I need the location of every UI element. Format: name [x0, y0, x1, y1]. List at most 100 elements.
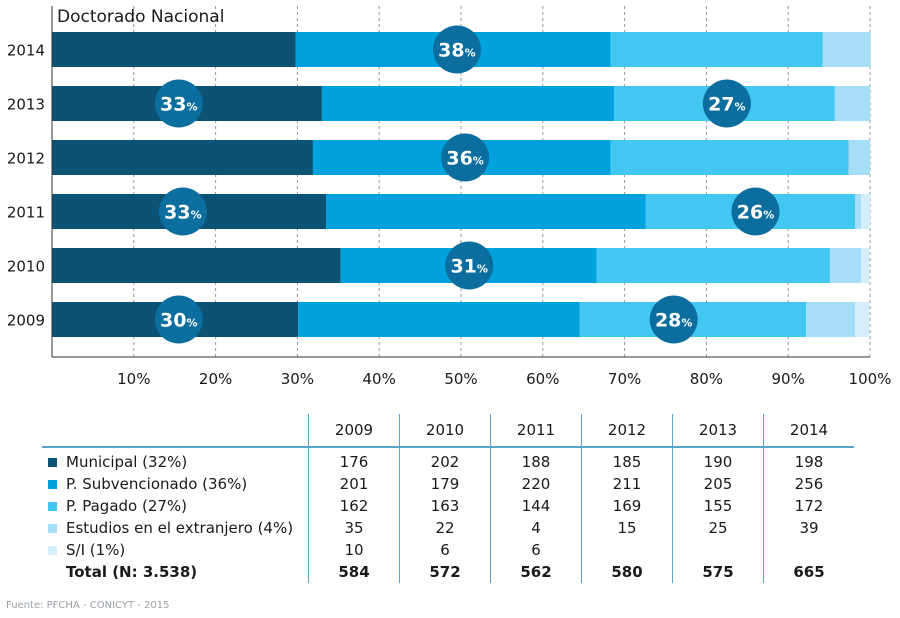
table-header-blank: [42, 414, 309, 448]
badge-circle: [445, 241, 494, 290]
badge-label: 30%: [160, 310, 197, 332]
legend-label: P. Subvencionado (36%): [66, 475, 248, 493]
bar-segment: [822, 32, 871, 67]
table-row-label: Municipal (32%): [42, 447, 309, 473]
table-header-year: 2011: [490, 414, 582, 448]
table-cell: 162: [308, 495, 400, 517]
badge-label: 33%: [164, 202, 201, 224]
table-cell: 22: [399, 517, 491, 539]
value-badge: 27%: [702, 79, 751, 128]
table-row: S/I (1%) 10 6 6: [42, 539, 854, 561]
table-cell: 202: [399, 447, 491, 473]
source-note: Fuente: PFCHA - CONICYT - 2015: [6, 600, 170, 611]
bar-segment: [52, 140, 313, 175]
table-cell: [763, 539, 854, 561]
table-cell: 190: [672, 447, 764, 473]
legend-swatch: [48, 524, 57, 533]
x-tick-label: 50%: [444, 370, 477, 388]
table-cell: 39: [763, 517, 854, 539]
legend-label: S/I (1%): [66, 541, 126, 559]
bar-segment: [855, 302, 870, 337]
table-total-cell: 575: [672, 561, 764, 583]
table-cell: 185: [581, 447, 673, 473]
bar-segment: [610, 140, 849, 175]
table-cell: 188: [490, 447, 582, 473]
y-tick-label: 2009: [7, 312, 45, 330]
table-cell: [672, 539, 764, 561]
table-cell: 201: [308, 473, 400, 495]
x-tick-label: 30%: [281, 370, 314, 388]
badge-circle: [154, 79, 203, 128]
table-cell: 172: [763, 495, 854, 517]
table-cell: 4: [490, 517, 582, 539]
bar-segment: [52, 32, 296, 67]
table-total-cell: 665: [763, 561, 854, 583]
y-tick-label: 2012: [7, 150, 45, 168]
bar-segment: [834, 86, 870, 121]
table-cell: 179: [399, 473, 491, 495]
legend-swatch: [48, 458, 57, 467]
legend-swatch: [48, 546, 57, 555]
table-total-label: Total (N: 3.538): [42, 561, 309, 583]
bar-segment: [848, 140, 870, 175]
badge-circle: [432, 25, 481, 74]
badge-circle: [649, 295, 698, 344]
table-header-year: 2014: [763, 414, 854, 448]
x-tick-label: 20%: [199, 370, 232, 388]
data-table: 2009 2010 2011 2012 2013 2014 Municipal (32%)…: [42, 414, 854, 583]
legend-swatch: [48, 502, 57, 511]
axes: 10% 20% 30% 40% 50% 60% 70% 80% 90% 100% 2014 2013 2…: [7, 6, 892, 388]
legend-label: P. Pagado (27%): [66, 497, 188, 515]
value-badge: 31%: [445, 241, 494, 290]
badge-label: 28%: [655, 310, 692, 332]
badge-circle: [154, 295, 203, 344]
table-header-year: 2013: [672, 414, 764, 448]
table-row: Estudios en el extranjero (4%) 35 22 4 15 25 3…: [42, 517, 854, 539]
badge-label: 38%: [438, 40, 475, 62]
bar-segment: [596, 248, 830, 283]
table-cell: 35: [308, 517, 400, 539]
bar-segment: [52, 248, 341, 283]
table-cell: [581, 539, 673, 561]
table-row-label: S/I (1%): [42, 539, 309, 561]
value-badge: 30%: [154, 295, 203, 344]
x-tick-label: 100%: [849, 370, 892, 388]
y-tick-label: 2011: [7, 204, 45, 222]
value-badge: 36%: [441, 133, 490, 182]
value-badge: 28%: [649, 295, 698, 344]
value-badge: 33%: [158, 187, 207, 236]
table-row-label: Estudios en el extranjero (4%): [42, 517, 309, 539]
table-cell: 10: [308, 539, 400, 561]
table-header-year: 2010: [399, 414, 491, 448]
bar-segment: [610, 32, 823, 67]
x-tick-label: 80%: [690, 370, 723, 388]
table-total-cell: 572: [399, 561, 491, 583]
value-badges: 38% 33% 27% 36% 33% 26% 31% 30% 28%: [154, 25, 780, 344]
badge-circle: [441, 133, 490, 182]
grid-lines: [133, 6, 871, 357]
bar-segment: [855, 194, 862, 229]
bar-segment: [861, 194, 870, 229]
table-body: Municipal (32%) 176 202 188 185 190 198 P. Subv…: [42, 447, 854, 583]
table-row: P. Subvencionado (36%) 201 179 220 211 205 256: [42, 473, 854, 495]
badge-label: 27%: [708, 94, 745, 116]
x-tick-label: 60%: [526, 370, 559, 388]
y-tick-label: 2013: [7, 96, 45, 114]
table-cell: 176: [308, 447, 400, 473]
table-cell: 211: [581, 473, 673, 495]
table-cell: 198: [763, 447, 854, 473]
y-tick-label: 2014: [7, 42, 45, 60]
table-header-year: 2012: [581, 414, 673, 448]
legend-swatch: [48, 480, 57, 489]
table-total-row: Total (N: 3.538) 584 572 562 580 575 665: [42, 561, 854, 583]
badge-label: 26%: [737, 202, 774, 224]
bar-segment: [321, 86, 614, 121]
table-header-year: 2009: [308, 414, 400, 448]
bar-segment: [806, 302, 856, 337]
bars: [52, 32, 871, 337]
table-row-label: P. Pagado (27%): [42, 495, 309, 517]
y-tick-label: 2010: [7, 258, 45, 276]
legend-label: Estudios en el extranjero (4%): [66, 519, 294, 537]
table-cell: 169: [581, 495, 673, 517]
value-badge: 26%: [731, 187, 780, 236]
